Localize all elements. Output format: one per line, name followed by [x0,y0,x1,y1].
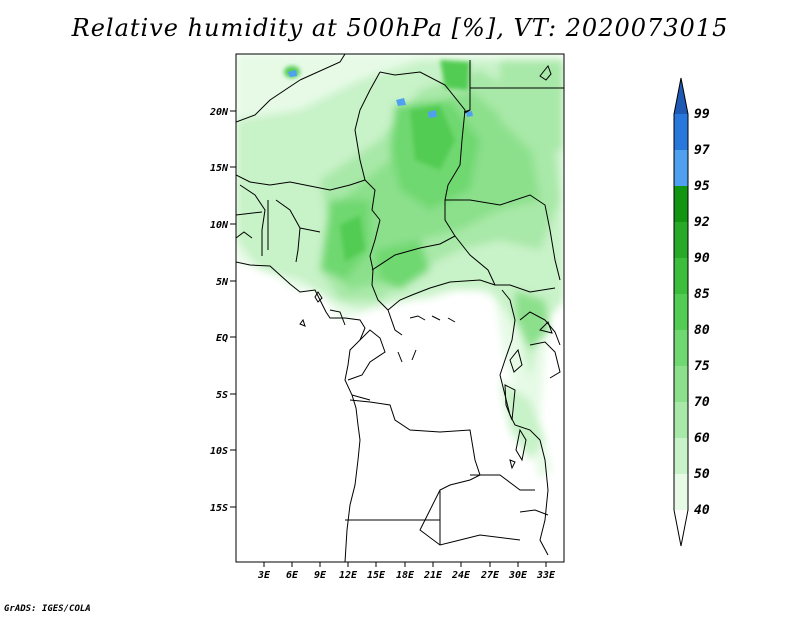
lat-tick-label: EQ [216,333,228,344]
lat-tick-label: 15N [210,163,229,174]
colorbar-segment [674,186,688,222]
colorbar-labels: 40 50 60 70 75 80 85 90 92 95 97 99 [694,107,710,518]
lat-tick-label: 20N [209,107,229,118]
colorbar-segment [674,114,688,150]
lon-tick-label: 21E [423,570,443,581]
colorbar-segment [674,222,688,258]
colorbar-label: 95 [694,179,710,194]
colorbar-segment [674,330,688,366]
lon-tick-label: 27E [480,570,500,581]
colorbar-segment [674,438,688,474]
lon-tick-label: 9E [314,570,327,581]
lat-tick-label: 5N [216,277,229,288]
humidity-field [236,54,564,562]
lon-axis: 3E 6E 9E 12E 15E 18E 21E 24E 27E 30E 33E [257,562,556,581]
lat-tick-label: 15S [210,503,228,514]
colorbar-label: 50 [694,467,710,482]
lon-tick-label: 6E [286,570,299,581]
colorbar-label: 97 [694,143,710,158]
colorbar-segment [674,510,688,546]
colorbar [673,77,689,547]
colorbar-label: 60 [694,431,710,446]
lon-tick-label: 30E [508,570,528,581]
credit-text: GrADS: IGES/COLA [4,604,91,614]
country-borders [236,54,564,562]
lon-tick-label: 24E [451,570,471,581]
lon-tick-label: 15E [367,570,386,581]
lat-tick-label: 10N [210,220,229,231]
colorbar-outline [673,77,689,547]
colorbar-segment [674,150,688,186]
colorbar-label: 40 [694,503,710,518]
lat-tick-label: 5S [216,390,228,401]
colorbar-label: 75 [694,359,710,374]
lon-tick-label: 33E [536,570,556,581]
colorbar-segment [674,78,688,114]
colorbar-segment [674,402,688,438]
lon-tick-label: 12E [339,570,358,581]
colorbar-segment [674,366,688,402]
colorbar-label: 70 [694,395,710,410]
colorbar-label: 80 [694,323,710,338]
lon-tick-label: 3E [257,570,271,581]
colorbar-label: 85 [694,287,710,302]
colorbar-label: 90 [694,251,710,266]
lat-tick-label: 10S [210,446,228,457]
colorbar-segment [674,294,688,330]
lon-tick-label: 18E [396,570,415,581]
map-title: Relative humidity at 500hPa [%], VT: 202… [71,14,729,42]
colorbar-segment [674,474,688,510]
colorbar-label: 99 [694,107,710,122]
colorbar-segment [674,258,688,294]
map-frame [235,53,565,563]
colorbar-label: 92 [694,215,710,230]
lat-axis: 20N 15N 10N 5N EQ 5S 10S 15S [209,107,236,514]
